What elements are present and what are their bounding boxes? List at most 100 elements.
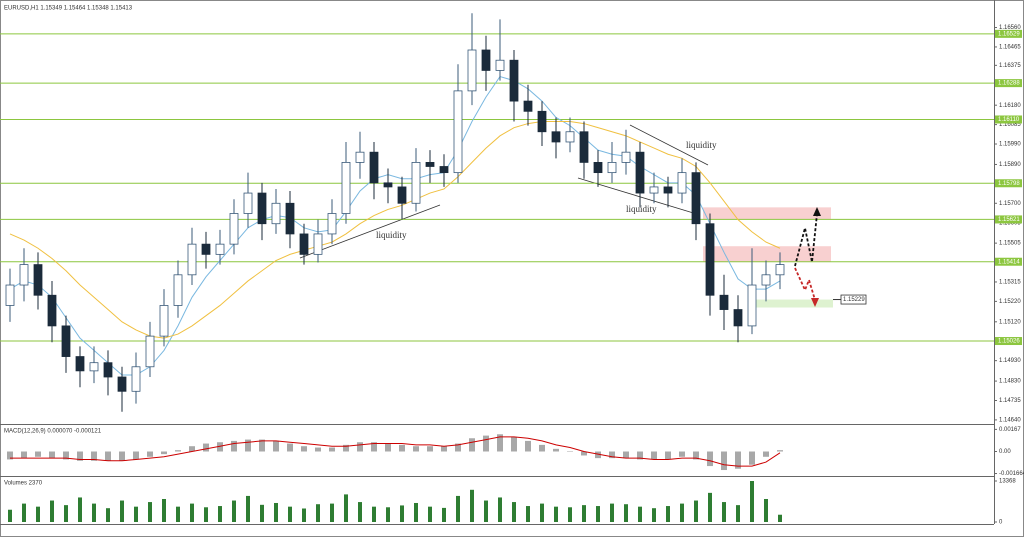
volume-bar	[302, 508, 306, 522]
macd-bar	[385, 443, 391, 452]
level-label-bg	[995, 257, 1022, 266]
volume-bar	[120, 500, 124, 522]
macd-bar	[609, 451, 615, 459]
target-label: 1.15229	[843, 297, 865, 303]
volume-bar	[680, 503, 684, 522]
macd-bar	[749, 451, 755, 465]
candle-body	[47, 294, 57, 327]
macd-bar	[21, 451, 27, 459]
candle-body	[509, 59, 519, 102]
zone	[703, 207, 831, 220]
y-tick-label: 13368	[999, 479, 1016, 485]
candle-body	[33, 264, 43, 296]
y-tick-label: 1.15505	[999, 241, 1021, 247]
macd-bar	[413, 446, 419, 452]
macd-bar	[329, 447, 335, 452]
macd-bar	[651, 451, 657, 460]
candle-body	[649, 186, 659, 194]
volume-bar	[218, 506, 222, 522]
candle-body	[117, 376, 127, 392]
macd-bar	[105, 451, 111, 461]
y-tick-label: 1.15120	[999, 319, 1021, 325]
macd-bar	[777, 450, 783, 452]
macd-bar	[371, 442, 377, 452]
candle-body	[145, 335, 155, 368]
candle-body	[621, 151, 631, 163]
annotation: liquidity	[626, 204, 657, 214]
macd-bar	[175, 450, 181, 452]
candle-body	[523, 100, 533, 112]
candle-body	[691, 172, 701, 225]
y-tick-label: 1.16375	[999, 63, 1021, 69]
y-tick-label: 1.16560	[999, 25, 1021, 31]
candle-body	[355, 151, 365, 163]
candle-body	[201, 243, 211, 255]
trendline	[299, 204, 441, 259]
macd-bar	[77, 451, 83, 461]
candle-body	[775, 264, 785, 276]
volume-bar	[498, 497, 502, 522]
macd-signal	[10, 436, 781, 467]
volume-bar	[78, 497, 82, 522]
volume-bar	[400, 505, 404, 522]
candle-body	[593, 162, 603, 174]
volume-bar	[246, 495, 250, 522]
volume-bar	[22, 503, 26, 522]
y-tick-label: 1.16180	[999, 103, 1021, 109]
macd-bar	[497, 434, 503, 452]
annotation: liquidity	[376, 230, 407, 240]
volume-bar	[330, 503, 334, 522]
candle-body	[551, 131, 561, 143]
macd-bar	[469, 438, 475, 452]
volume-bar	[260, 504, 264, 522]
candle-body	[761, 274, 771, 286]
volume-bar	[92, 503, 96, 522]
y-tick-label: 1.14640	[999, 417, 1021, 423]
macd-bar	[399, 444, 405, 452]
target-box	[840, 294, 867, 305]
macd-bar	[539, 444, 545, 452]
y-tick-label: 1.15220	[999, 299, 1021, 305]
macd-bar	[581, 451, 587, 456]
candle-body	[89, 362, 99, 372]
candle-body	[327, 213, 337, 235]
candle-body	[747, 284, 757, 327]
macd-bar	[553, 448, 559, 452]
macd-bar	[455, 443, 461, 452]
volume-bar	[134, 506, 138, 522]
macd-bar	[7, 451, 13, 460]
candle-body	[705, 223, 715, 296]
candle-body	[677, 172, 687, 194]
annotation: liquidity	[686, 140, 717, 150]
level-label: 1.15798	[998, 181, 1020, 187]
macd-bar	[315, 447, 321, 452]
candle-body	[579, 131, 589, 163]
candle-body	[733, 309, 743, 327]
trendline	[629, 124, 709, 166]
y-tick-label: 1.15700	[999, 201, 1021, 207]
candle-body	[369, 151, 379, 184]
volume-bar	[596, 506, 600, 522]
level-label-bg	[995, 115, 1022, 124]
candle-body	[103, 362, 113, 378]
y-tick-label: 1.15990	[999, 142, 1021, 148]
volume-bar	[652, 508, 656, 522]
candle-body	[607, 162, 617, 174]
level-label: 1.16529	[998, 31, 1020, 37]
macd-bar	[483, 435, 489, 452]
macd-bar	[707, 451, 713, 467]
volume-bar	[666, 506, 670, 522]
macd-bar	[637, 451, 643, 460]
macd-bar	[217, 442, 223, 452]
macd-bar	[231, 440, 237, 452]
candle-body	[19, 264, 29, 286]
level-label-bg	[995, 179, 1022, 188]
volume-bar	[624, 504, 628, 522]
macd-bar	[189, 446, 195, 452]
macd-bar	[763, 451, 769, 457]
candle-body	[425, 162, 435, 167]
y-tick-label: 1.14830	[999, 379, 1021, 385]
macd-bar	[525, 440, 531, 452]
macd-bar	[343, 444, 349, 452]
moving-average	[9, 121, 781, 339]
